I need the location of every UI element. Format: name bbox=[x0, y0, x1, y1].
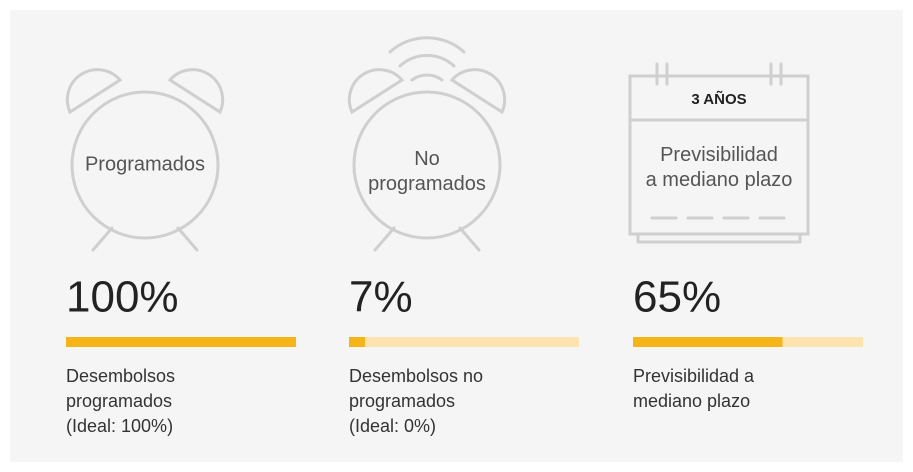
bar bbox=[633, 337, 783, 347]
calendar-icon bbox=[628, 62, 810, 244]
icon-label: Programados bbox=[85, 153, 205, 175]
icon-label: programados bbox=[368, 173, 486, 195]
description: Previsibilidad a bbox=[633, 366, 755, 386]
kpi-value: 65% bbox=[633, 273, 721, 322]
icon-header: 3 AÑOS bbox=[691, 90, 746, 108]
clock-icon bbox=[65, 68, 225, 252]
bar bbox=[349, 337, 366, 347]
kpi-value: 7% bbox=[349, 273, 413, 322]
description: programados bbox=[349, 391, 455, 411]
bar bbox=[66, 337, 296, 347]
description: mediano plazo bbox=[633, 391, 750, 411]
icon-label: a mediano plazo bbox=[646, 169, 793, 191]
bar-track bbox=[349, 337, 579, 347]
description: (Ideal: 0%) bbox=[349, 416, 436, 436]
icon-label: Previsibilidad bbox=[660, 144, 778, 166]
icon-label: No bbox=[414, 148, 440, 170]
description: Desembolsos bbox=[66, 366, 175, 386]
description: Desembolsos no bbox=[349, 366, 483, 386]
description: (Ideal: 100%) bbox=[66, 416, 173, 436]
ringing-clock-icon bbox=[347, 36, 507, 252]
kpi-value: 100% bbox=[66, 273, 179, 322]
description: programados bbox=[66, 391, 172, 411]
